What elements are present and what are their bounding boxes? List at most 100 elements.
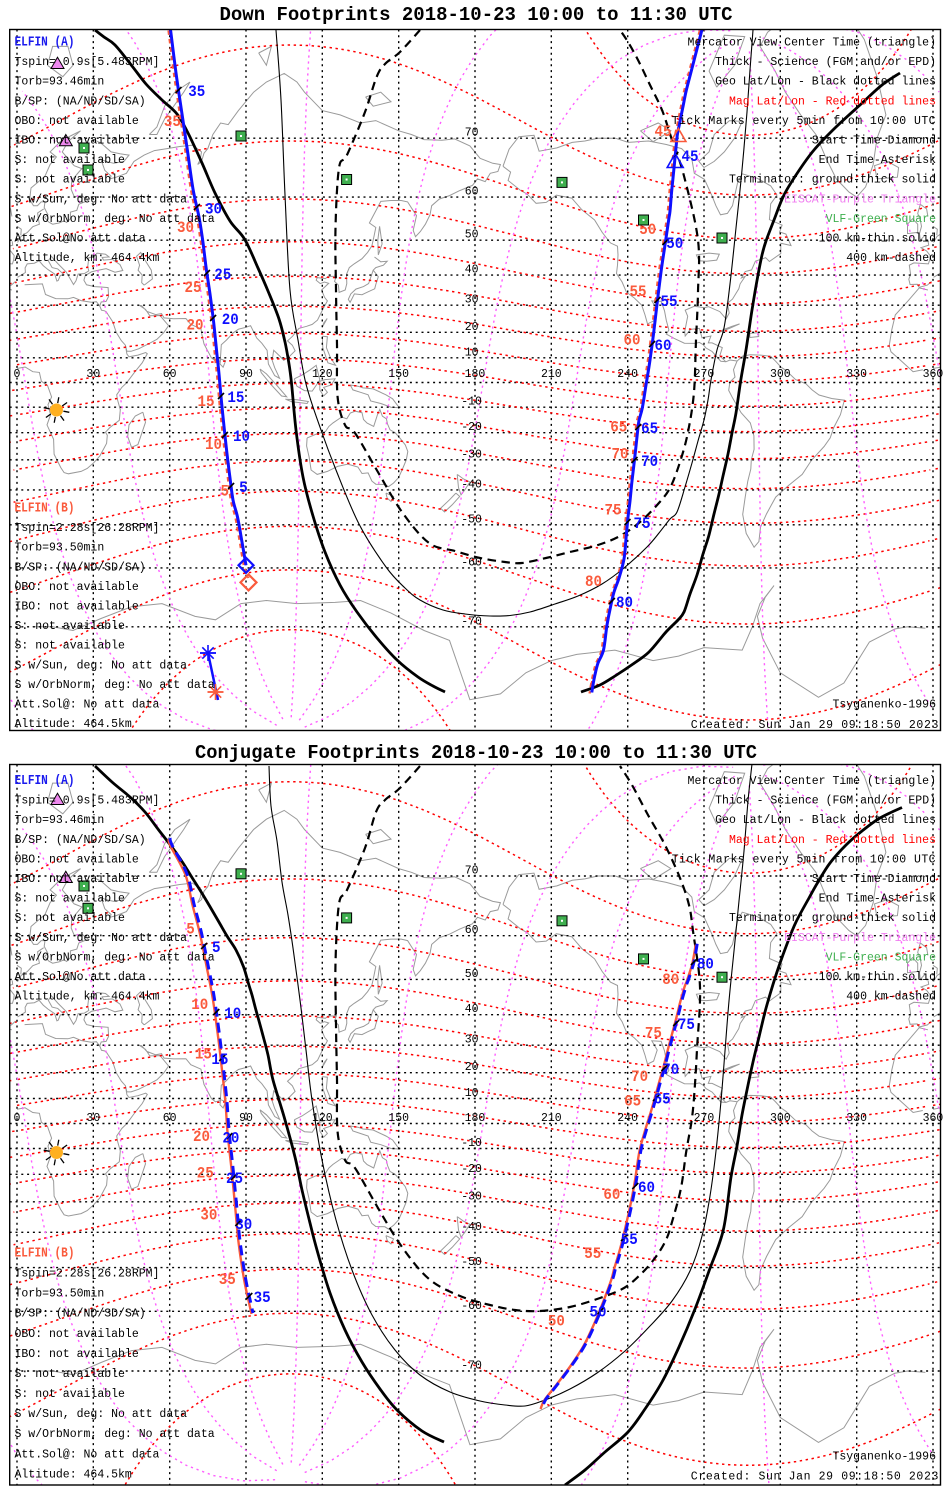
- svg-text:-40: -40: [461, 478, 482, 491]
- svg-text:Torb=93.46min: Torb=93.46min: [15, 814, 105, 827]
- svg-text:20: 20: [193, 1128, 210, 1146]
- svg-text:5: 5: [239, 479, 248, 497]
- svg-text:20: 20: [222, 311, 239, 329]
- svg-text:-10: -10: [461, 396, 482, 409]
- svg-text:Created: Sun Jan 29 09:18:50 2: Created: Sun Jan 29 09:18:50 2023: [691, 1471, 939, 1484]
- svg-text:400 km-dashed: 400 km-dashed: [846, 991, 936, 1004]
- svg-text:Altitude, km: 464.4km: Altitude, km: 464.4km: [15, 252, 160, 265]
- svg-text:180: 180: [465, 1112, 486, 1125]
- svg-text:S w/OrbNorm, deg: No att data: S w/OrbNorm, deg: No att data: [15, 213, 215, 226]
- svg-text:75: 75: [645, 1025, 662, 1043]
- svg-text:100 km-thin solid: 100 km-thin solid: [819, 971, 936, 984]
- svg-text:30: 30: [200, 1207, 217, 1225]
- svg-text:Tspin=2.28s[26.28RPM]: Tspin=2.28s[26.28RPM]: [15, 522, 160, 535]
- svg-text:75: 75: [634, 515, 651, 533]
- svg-text:-40: -40: [461, 1221, 482, 1234]
- svg-text:60: 60: [624, 332, 641, 350]
- svg-text:-70: -70: [461, 615, 482, 628]
- svg-text:Att.Sol@: No att data: Att.Sol@: No att data: [15, 699, 160, 712]
- svg-text:15: 15: [195, 1045, 212, 1063]
- svg-text:-50: -50: [461, 513, 482, 526]
- svg-text:Mercator View Center Time (tri: Mercator View Center Time (triangle): [688, 37, 936, 50]
- svg-text:B/SP: (NA/ND/SD/SA): B/SP: (NA/ND/SD/SA): [15, 95, 146, 108]
- svg-text:End Time-Asterisk: End Time-Asterisk: [819, 893, 936, 906]
- svg-text:70: 70: [631, 1068, 648, 1086]
- svg-text:-30: -30: [461, 448, 482, 461]
- svg-text:B/SP: (NA/ND/SD/SA): B/SP: (NA/ND/SD/SA): [15, 834, 146, 847]
- svg-text:S: not available: S: not available: [15, 620, 126, 633]
- svg-text:70: 70: [612, 446, 629, 464]
- svg-text:20: 20: [465, 321, 479, 334]
- svg-text:-20: -20: [461, 421, 482, 434]
- svg-text:Altitude, km: 464.4km: Altitude, km: 464.4km: [15, 991, 160, 1004]
- svg-text:50: 50: [590, 1304, 607, 1322]
- svg-text:25: 25: [214, 266, 231, 284]
- svg-text:S w/Sun, deg: No att data: S w/Sun, deg: No att data: [15, 1408, 188, 1421]
- svg-text:Tsyganenko-1996: Tsyganenko-1996: [832, 699, 936, 712]
- svg-text:65: 65: [654, 1091, 671, 1109]
- svg-text:65: 65: [641, 420, 658, 438]
- svg-text:VLF-Green Square: VLF-Green Square: [826, 951, 937, 964]
- svg-text:S: not available: S: not available: [15, 154, 126, 167]
- svg-text:30: 30: [205, 201, 222, 219]
- svg-text:150: 150: [388, 368, 409, 381]
- svg-text:-70: -70: [461, 1359, 482, 1372]
- svg-text:40: 40: [465, 1003, 479, 1016]
- svg-text:60: 60: [465, 186, 479, 199]
- svg-text:S: not available: S: not available: [15, 174, 126, 187]
- svg-text:Mercator View Center Time (tri: Mercator View Center Time (triangle): [688, 775, 936, 788]
- svg-text:OBO: not available: OBO: not available: [15, 115, 139, 128]
- svg-text:10: 10: [233, 428, 250, 446]
- svg-text:70: 70: [662, 1061, 679, 1079]
- svg-text:60: 60: [638, 1179, 655, 1197]
- svg-text:300: 300: [770, 368, 791, 381]
- svg-text:50: 50: [465, 229, 479, 242]
- svg-text:30: 30: [465, 1034, 479, 1047]
- svg-text:20: 20: [222, 1130, 239, 1148]
- svg-text:Start Time-Diamond: Start Time-Diamond: [812, 135, 936, 148]
- svg-text:Att.Sol@No att data: Att.Sol@No att data: [15, 233, 146, 246]
- svg-text:80: 80: [616, 594, 633, 612]
- svg-text:240: 240: [617, 1112, 638, 1125]
- svg-text:10: 10: [205, 436, 222, 454]
- svg-text:Geo Lat/Lon - Black dotted lin: Geo Lat/Lon - Black dotted lines: [715, 814, 936, 827]
- svg-text:45: 45: [682, 148, 699, 166]
- svg-text:330: 330: [846, 368, 867, 381]
- svg-text:Thick - Science (FGM and/or EP: Thick - Science (FGM and/or EPD): [715, 56, 936, 69]
- svg-text:30: 30: [235, 1216, 252, 1234]
- svg-text:OBO: not available: OBO: not available: [15, 581, 139, 594]
- svg-text:80: 80: [697, 955, 714, 973]
- svg-text:Tspin= 0.9s[5.483RPM]: Tspin= 0.9s[5.483RPM]: [15, 56, 160, 69]
- svg-text:55: 55: [630, 283, 647, 301]
- svg-text:35: 35: [219, 1271, 236, 1289]
- svg-text:0: 0: [14, 368, 21, 381]
- svg-text:300: 300: [770, 1112, 791, 1125]
- svg-text:Torb=93.50min: Torb=93.50min: [15, 542, 105, 555]
- svg-text:ELFIN (B): ELFIN (B): [15, 502, 75, 517]
- svg-text:25: 25: [197, 1165, 214, 1183]
- svg-text:35: 35: [254, 1289, 271, 1307]
- svg-text:10: 10: [465, 1087, 479, 1100]
- svg-text:65: 65: [624, 1092, 641, 1110]
- svg-text:330: 330: [846, 1112, 867, 1125]
- svg-text:75: 75: [678, 1016, 695, 1034]
- svg-text:35: 35: [164, 113, 181, 131]
- svg-text:-20: -20: [461, 1163, 482, 1176]
- svg-text:S w/Sun, deg: No att data: S w/Sun, deg: No att data: [15, 659, 188, 672]
- svg-text:270: 270: [694, 368, 715, 381]
- svg-text:ELFIN (A): ELFIN (A): [15, 36, 75, 51]
- svg-text:Torb=93.50min: Torb=93.50min: [15, 1288, 105, 1301]
- svg-text:Att.Sol@No att data: Att.Sol@No att data: [15, 971, 146, 984]
- svg-text:25: 25: [185, 279, 202, 297]
- svg-text:Tick Marks every 5min from 10:: Tick Marks every 5min from 10:00 UTC: [672, 115, 936, 128]
- svg-text:Tspin= 0.9s[5.483RPM]: Tspin= 0.9s[5.483RPM]: [15, 795, 160, 808]
- svg-text:EISCAT-Purple Triangle: EISCAT-Purple Triangle: [784, 932, 936, 945]
- svg-text:0: 0: [14, 1112, 21, 1125]
- svg-text:30: 30: [465, 294, 479, 307]
- svg-text:30: 30: [86, 368, 100, 381]
- svg-text:70: 70: [641, 453, 658, 471]
- svg-text:-30: -30: [461, 1190, 482, 1203]
- svg-text:IBO: not available: IBO: not available: [15, 135, 139, 148]
- svg-text:150: 150: [388, 1112, 409, 1125]
- svg-text:B/SP: (NA/ND/SD/SA): B/SP: (NA/ND/SD/SA): [15, 561, 146, 574]
